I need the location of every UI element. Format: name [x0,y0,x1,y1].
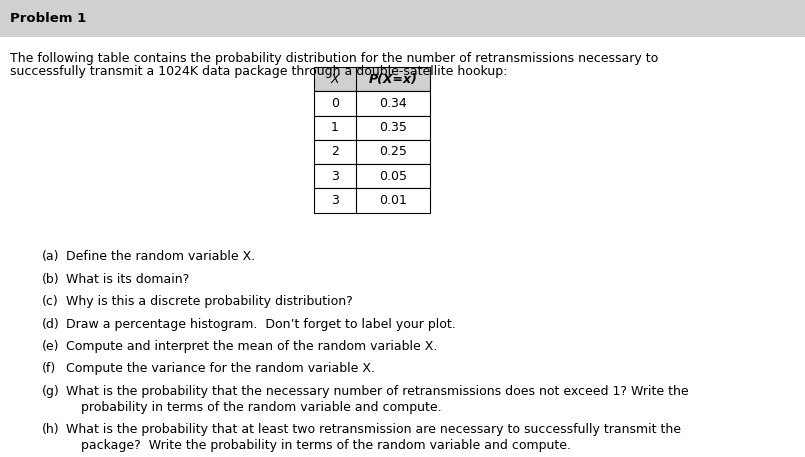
Text: (d): (d) [42,318,60,330]
Text: 3: 3 [331,170,339,183]
Text: 0.05: 0.05 [379,170,407,183]
Text: 1: 1 [331,121,339,134]
Text: Compute and interpret the mean of the random variable X.: Compute and interpret the mean of the ra… [66,340,437,353]
Text: Problem 1: Problem 1 [10,12,87,25]
Text: (g): (g) [42,385,60,398]
Text: successfully transmit a 1024K data package through a double-satellite hookup:: successfully transmit a 1024K data packa… [10,65,508,78]
Text: X: X [331,73,339,86]
Text: (e): (e) [42,340,60,353]
Text: What is the probability that at least two retransmission are necessary to succes: What is the probability that at least tw… [66,423,681,436]
Text: 0.35: 0.35 [379,121,407,134]
Text: (f): (f) [42,362,56,375]
Text: The following table contains the probability distribution for the number of retr: The following table contains the probabi… [10,52,658,64]
Text: What is its domain?: What is its domain? [66,273,189,286]
Text: package?  Write the probability in terms of the random variable and compute.: package? Write the probability in terms … [80,440,571,452]
Text: probability in terms of the random variable and compute.: probability in terms of the random varia… [80,401,441,414]
Text: (b): (b) [42,273,60,286]
Text: Why is this a discrete probability distribution?: Why is this a discrete probability distr… [66,295,353,308]
Text: Compute the variance for the random variable X.: Compute the variance for the random vari… [66,362,375,375]
Text: 3: 3 [331,194,339,207]
Text: (a): (a) [42,250,60,263]
Text: What is the probability that the necessary number of retransmissions does not ex: What is the probability that the necessa… [66,385,688,398]
Text: P(X=x): P(X=x) [369,73,417,86]
Text: 0.01: 0.01 [379,194,407,207]
Text: Draw a percentage histogram.  Don’t forget to label your plot.: Draw a percentage histogram. Don’t forge… [66,318,456,330]
Text: 0.25: 0.25 [379,145,407,159]
Text: 0: 0 [331,97,339,110]
Text: 2: 2 [331,145,339,159]
Text: (h): (h) [42,423,60,436]
Text: Define the random variable X.: Define the random variable X. [66,250,255,263]
Text: 0.34: 0.34 [379,97,407,110]
Text: (c): (c) [42,295,59,308]
